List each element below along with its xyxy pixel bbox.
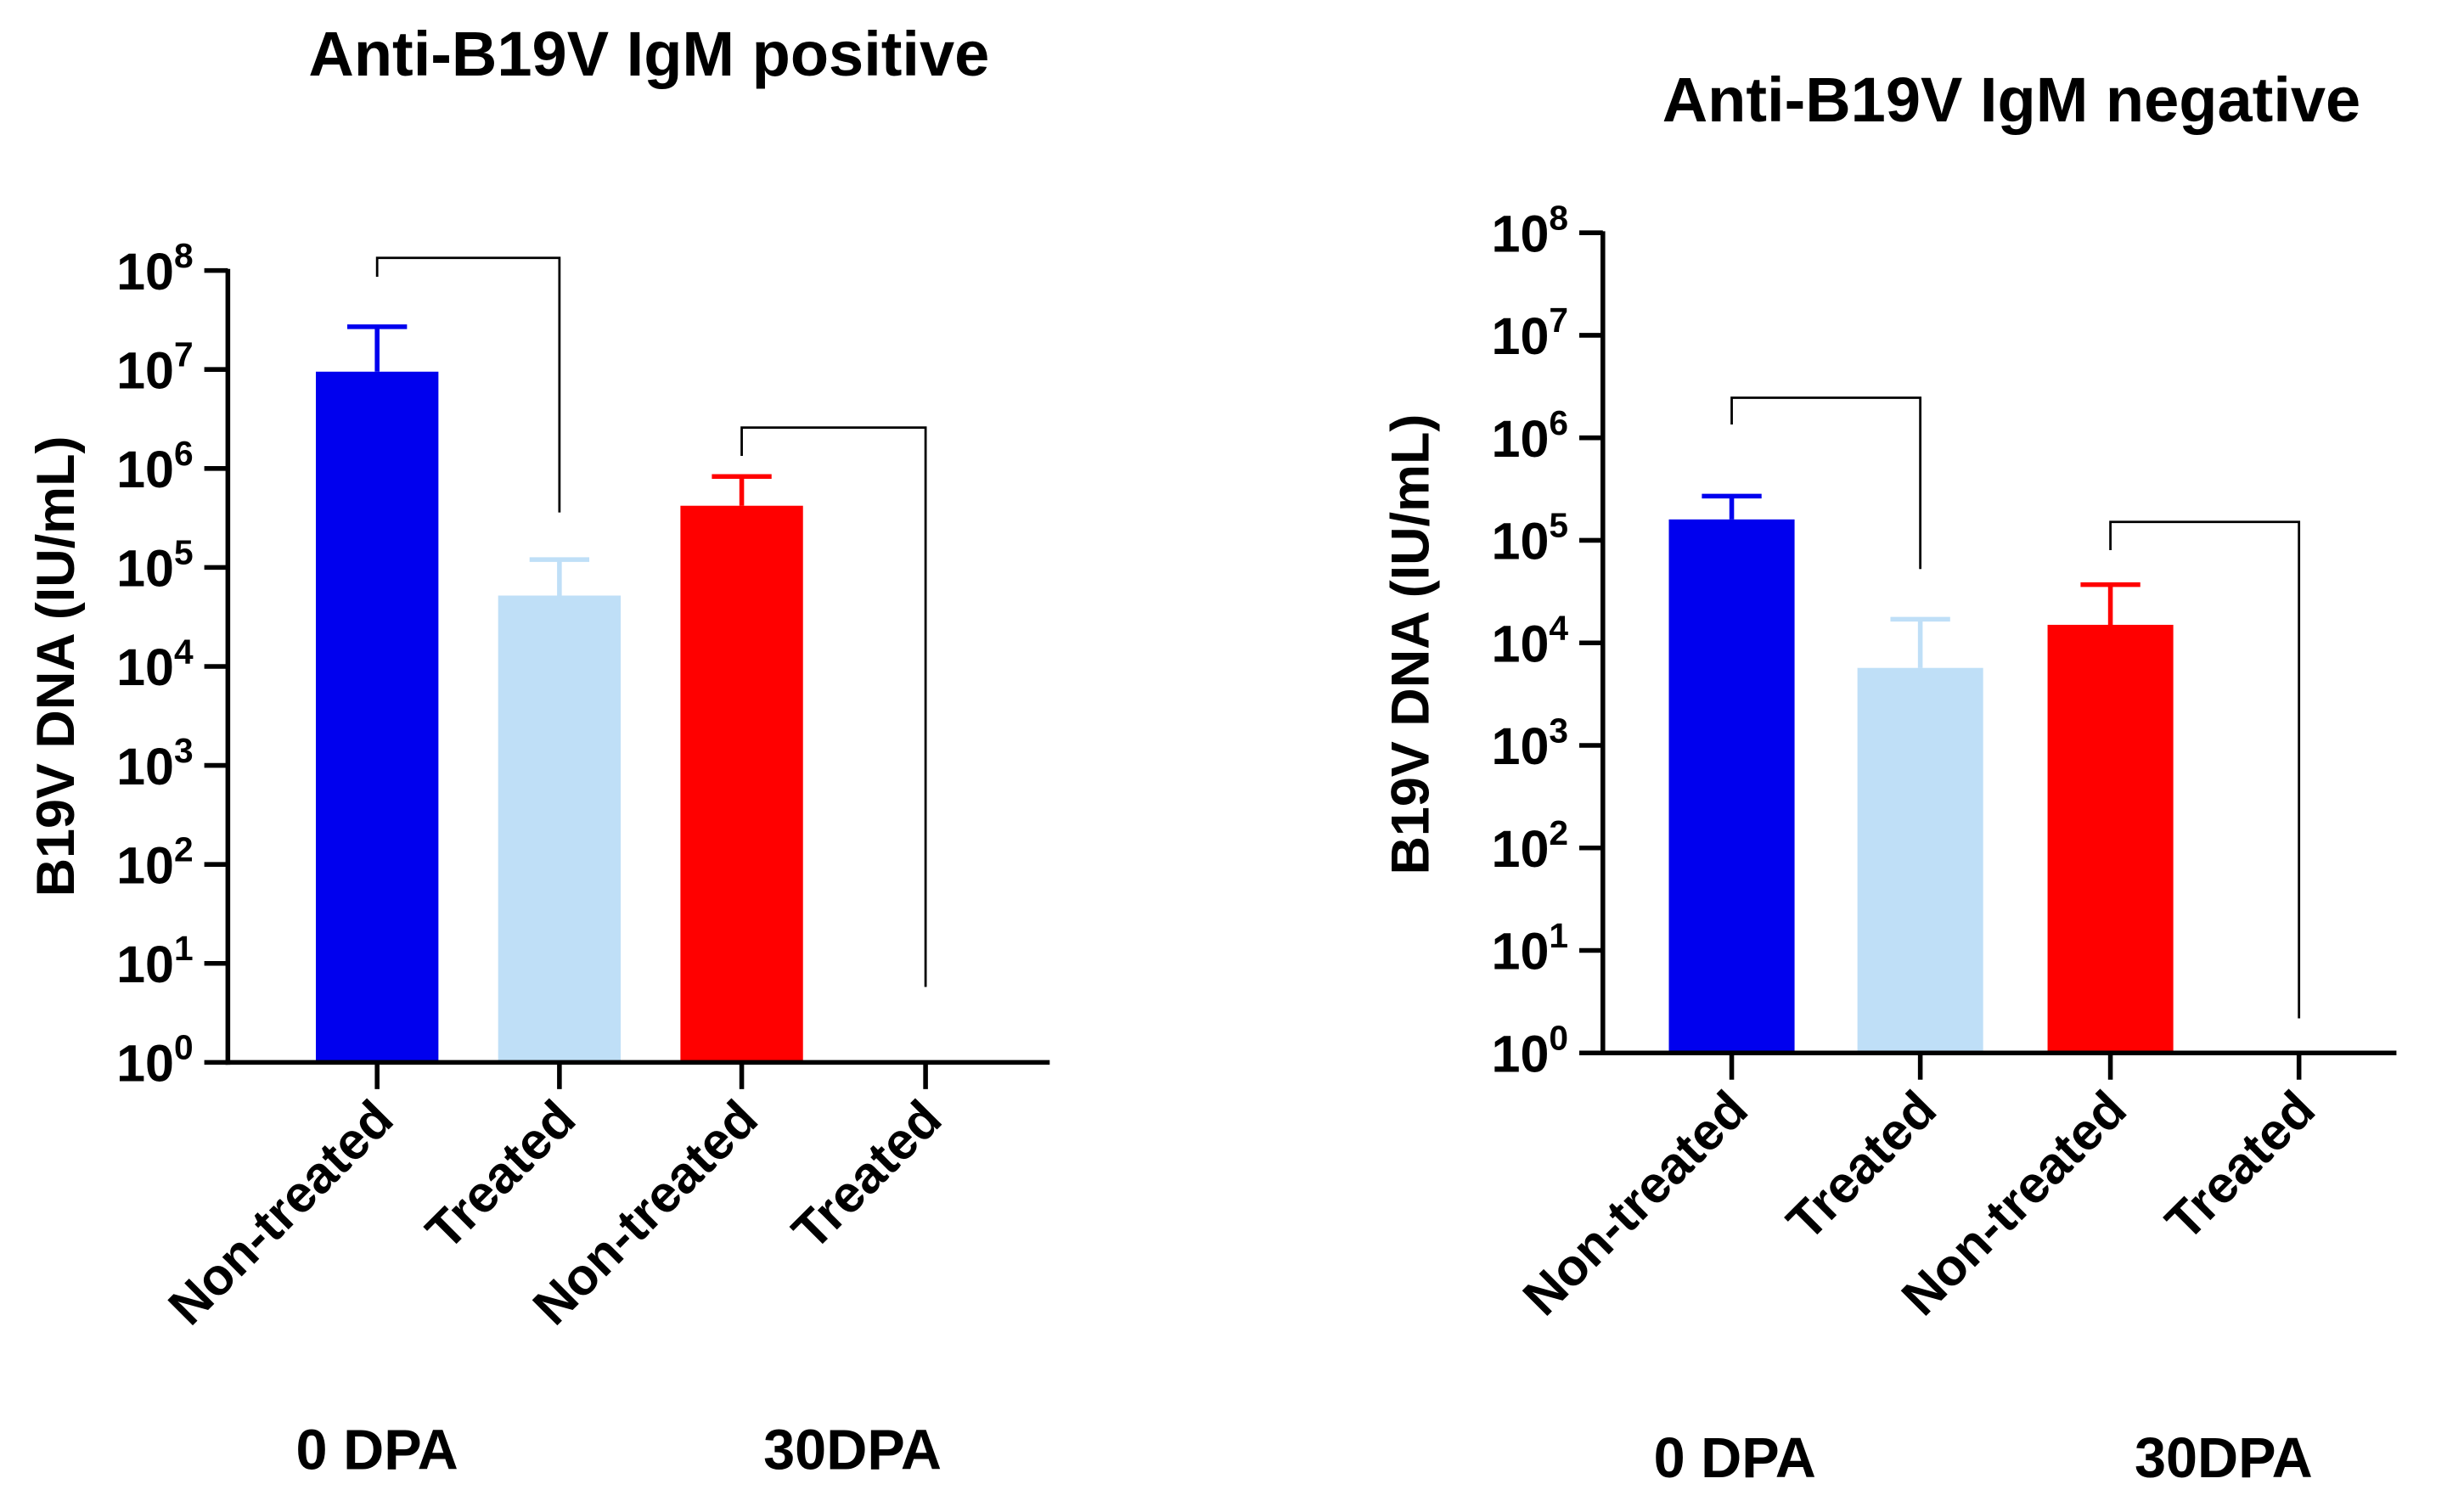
y-tick-label: 105	[1492, 506, 1569, 571]
group-label: 30DPA	[763, 1419, 942, 1482]
x-tick-label: Treated	[1775, 1080, 1947, 1251]
bar	[680, 505, 803, 1063]
y-tick-label: 103	[1492, 711, 1569, 775]
y-tick-label: 102	[1492, 813, 1569, 878]
bar	[498, 595, 622, 1063]
y-tick-label: 101	[1492, 916, 1569, 981]
group-label: 0 DPA	[296, 1419, 458, 1482]
y-tick-label: 100	[1492, 1019, 1569, 1083]
bar	[1668, 519, 1795, 1054]
bar	[1857, 667, 1983, 1054]
significance-label: **	[1802, 0, 1851, 14]
bar	[316, 371, 439, 1063]
significance-label: **	[2180, 0, 2230, 14]
y-tick-label: 102	[116, 829, 194, 894]
y-tick-label: 105	[116, 533, 194, 598]
x-tick-label: Treated	[2154, 1080, 2326, 1251]
group-label: 0 DPA	[1654, 1427, 1816, 1490]
chart-panel-2: Anti-B19V IgM negative B19V DNA (IU/mL) No…	[1381, 0, 2397, 1490]
x-tick-label: Non-treated	[1512, 1080, 1758, 1326]
chart-title: Anti-B19V IgM positive	[308, 19, 989, 89]
y-tick-label: 107	[116, 334, 194, 399]
chart-panel-1: Anti-B19V IgM positive B19V DNA (IU/mL) No…	[26, 0, 1050, 1482]
y-tick-label: 104	[116, 632, 194, 696]
significance-bracket	[2109, 520, 2301, 1019]
y-tick-label: 107	[1492, 301, 1569, 365]
y-axis-label: B19V DNA (IU/mL)	[1381, 414, 1440, 875]
y-axis-label: B19V DNA (IU/mL)	[26, 436, 86, 897]
x-tick-label: Non-treated	[157, 1089, 403, 1335]
y-tick-label: 106	[1492, 403, 1569, 468]
y-tick-label: 103	[116, 731, 194, 795]
y-tick-label: 106	[116, 434, 194, 498]
significance-bracket	[1730, 396, 1922, 570]
significance-bracket	[740, 426, 927, 987]
y-tick-label: 108	[1492, 198, 1569, 262]
y-tick-label: 104	[1492, 609, 1569, 673]
x-tick-label: Treated	[781, 1089, 953, 1261]
significance-label: **	[444, 0, 493, 14]
x-tick-label: Treated	[415, 1089, 587, 1261]
chart-title: Anti-B19V IgM negative	[1662, 65, 2361, 135]
y-tick-label: 101	[116, 929, 194, 993]
significance-label: **	[809, 0, 858, 14]
group-label: 30DPA	[2135, 1427, 2313, 1490]
y-tick-label: 108	[116, 236, 194, 301]
bar	[2047, 624, 2174, 1054]
y-tick-label: 100	[116, 1028, 194, 1093]
significance-bracket	[375, 256, 561, 513]
